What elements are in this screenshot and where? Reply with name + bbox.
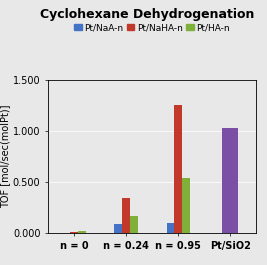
Bar [174,105,182,233]
Bar [182,178,190,233]
Bar [115,224,122,233]
Text: Cyclohexane Dehydrogenation: Cyclohexane Dehydrogenation [40,8,254,21]
Bar [167,223,174,233]
Bar [122,198,130,233]
Bar [222,128,238,233]
Bar [130,216,138,233]
Bar [78,231,86,233]
Y-axis label: TOF [mol/sec(molPt)]: TOF [mol/sec(molPt)] [0,105,10,208]
Legend: Pt/NaA-n, Pt/NaHA-n, Pt/HA-n: Pt/NaA-n, Pt/NaHA-n, Pt/HA-n [71,19,234,36]
Bar [70,232,78,233]
